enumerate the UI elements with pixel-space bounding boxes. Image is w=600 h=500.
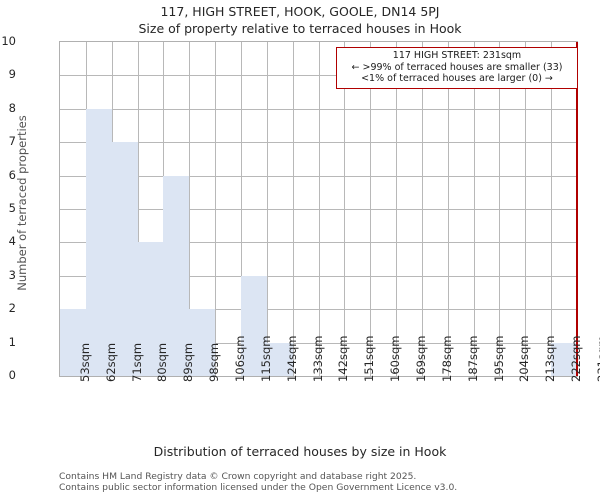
y-tick-label: 10: [1, 34, 16, 48]
histogram-bar: [551, 342, 577, 376]
x-tick-label: 62sqm: [103, 342, 118, 382]
y-tick-label: 8: [8, 100, 16, 115]
x-tick-label: 124sqm: [284, 335, 299, 382]
y-tick-label: 3: [8, 267, 16, 282]
x-tick-label: 133sqm: [310, 335, 325, 382]
x-tick-label: 151sqm: [362, 335, 377, 382]
gridline-vertical: [344, 42, 346, 376]
y-tick-label: 0: [8, 368, 16, 382]
x-axis-label: Distribution of terraced houses by size …: [153, 444, 447, 459]
x-tick-label: 204sqm: [517, 335, 532, 382]
y-tick-label: 4: [8, 234, 16, 249]
gridline-vertical: [447, 42, 449, 376]
y-axis-label: Number of terraced properties: [15, 115, 29, 291]
x-tick-label: 231sqm: [594, 335, 600, 382]
histogram-bar: [137, 242, 164, 376]
gridline-vertical: [370, 42, 372, 376]
x-tick-label: 106sqm: [233, 335, 248, 382]
chart-title-line-2: Size of property relative to terraced ho…: [138, 21, 462, 36]
gridline-vertical: [421, 42, 423, 376]
x-tick-label: 89sqm: [181, 342, 196, 382]
x-tick-label: 169sqm: [413, 335, 428, 382]
bars-layer: [60, 42, 577, 376]
y-tick-label: 9: [8, 67, 16, 82]
y-tick-label: 6: [8, 167, 16, 182]
x-tick-label: 160sqm: [388, 335, 403, 382]
y-tick-label: 5: [8, 201, 16, 215]
gridline-vertical: [473, 42, 475, 376]
x-tick-label: 98sqm: [207, 342, 222, 382]
annotation-line-1: 117 HIGH STREET: 231sqm: [392, 50, 522, 61]
y-tick-label: 7: [8, 134, 16, 149]
histogram-bar: [163, 175, 190, 376]
gridline-vertical: [525, 42, 527, 376]
gridline-vertical: [396, 42, 398, 376]
x-tick-label: 80sqm: [155, 342, 170, 382]
histogram-bar: [85, 108, 112, 376]
histogram-bar: [266, 342, 293, 376]
histogram-bar: [189, 309, 216, 376]
x-tick-label: 115sqm: [258, 335, 273, 382]
x-tick-label: 53sqm: [77, 342, 92, 382]
y-tick-label: 1: [8, 334, 16, 349]
footer-line-1: Contains HM Land Registry data © Crown c…: [59, 471, 417, 482]
annotation-line-2: ← >99% of terraced houses are smaller (3…: [351, 61, 563, 73]
x-tick-label: 222sqm: [569, 335, 584, 382]
gridline-vertical: [499, 42, 501, 376]
x-tick-label: 178sqm: [439, 335, 454, 382]
footer-line-2: Contains public sector information licen…: [59, 482, 458, 493]
gridline-vertical: [551, 42, 553, 376]
x-tick-label: 142sqm: [336, 335, 351, 382]
x-tick-label: 187sqm: [465, 335, 480, 382]
property-marker-line: [576, 42, 578, 376]
chart-title-line-1: 117, HIGH STREET, HOOK, GOOLE, DN14 5PJ: [160, 4, 440, 19]
x-tick-label: 213sqm: [543, 335, 558, 382]
gridline-vertical: [189, 42, 191, 376]
gridline-vertical: [137, 42, 139, 376]
gridline-vertical: [215, 42, 217, 376]
x-tick-label: 71sqm: [129, 342, 144, 382]
gridline-vertical: [292, 42, 294, 376]
annotation-line-3: <1% of terraced houses are larger (0) →: [361, 73, 553, 85]
gridline-vertical: [266, 42, 268, 376]
histogram-bar: [111, 142, 138, 376]
y-tick-label: 2: [8, 301, 16, 316]
gridline-vertical: [318, 42, 320, 376]
property-annotation-box: 117 HIGH STREET: 231sqm ← >99% of terrac…: [336, 47, 578, 89]
gridline-vertical: [240, 42, 242, 376]
histogram-bar: [240, 275, 267, 376]
x-tick-label: 195sqm: [491, 335, 506, 382]
plot-area: [59, 41, 578, 377]
histogram-bar: [60, 309, 86, 376]
footer-attribution: Contains HM Land Registry data © Crown c…: [59, 471, 457, 493]
